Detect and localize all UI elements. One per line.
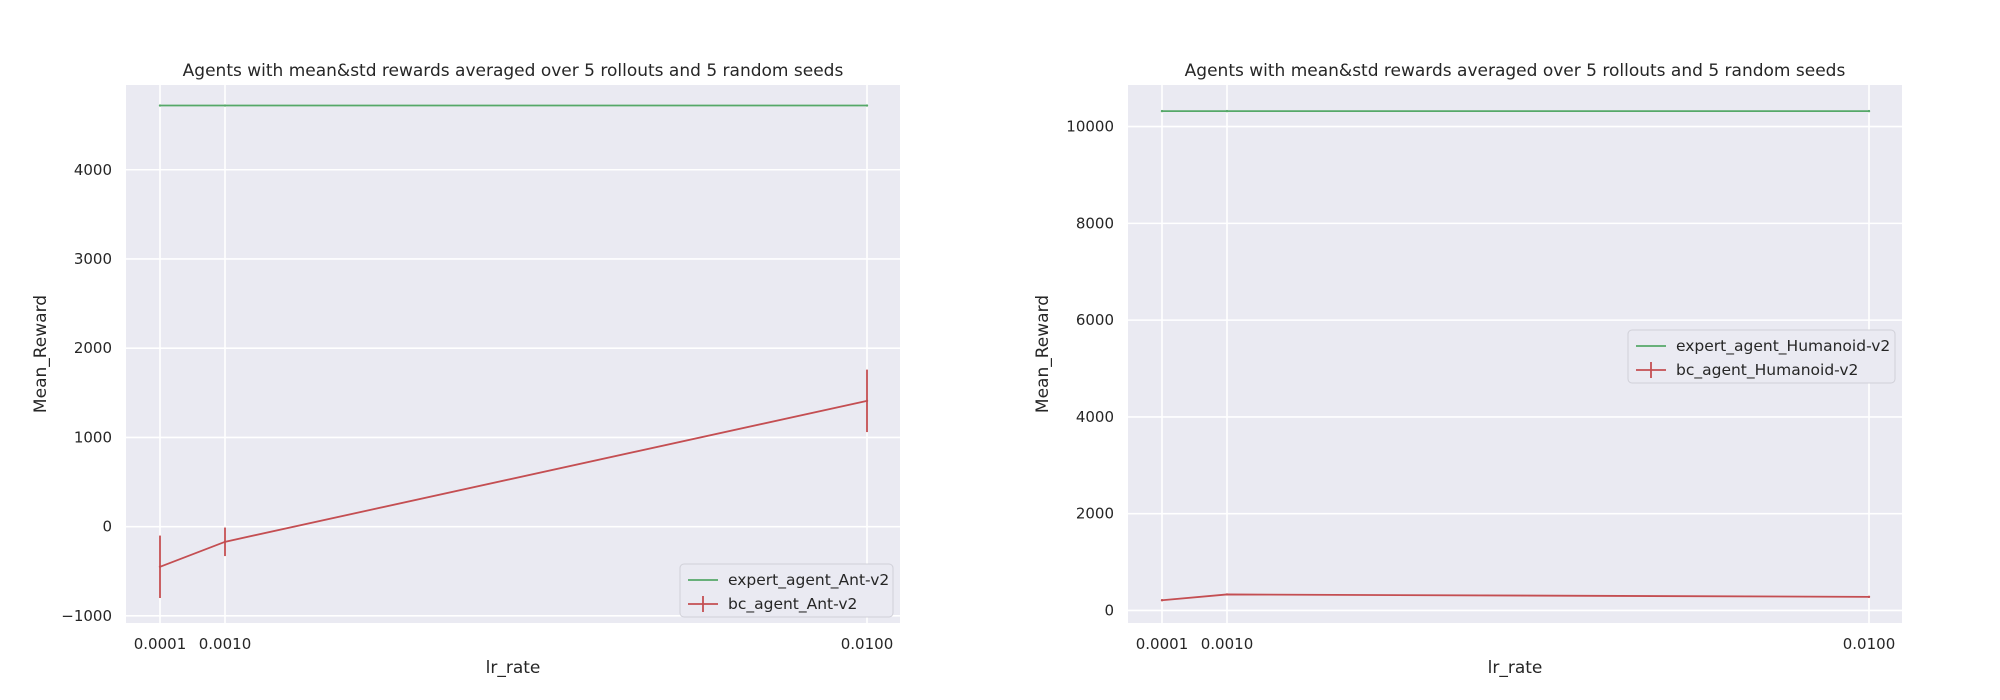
y-tick-label: 6000 — [1076, 311, 1114, 329]
legend-label-1: expert_agent_Humanoid-v2 — [1676, 337, 1890, 356]
legend-box — [679, 563, 894, 618]
y-tick-label: 8000 — [1076, 214, 1114, 232]
x-tick-label: 0.0100 — [1843, 635, 1896, 653]
x-tick-label: 0.0001 — [134, 635, 187, 653]
chart-panel-1: −1000 0 1000 2000 3000 4000 0.0001 0.0010 0.0100… — [31, 61, 900, 678]
legend-label-1: expert_agent_Ant-v2 — [728, 571, 889, 590]
x-tick-label: 0.0001 — [1136, 635, 1189, 653]
data-point — [223, 104, 227, 107]
data-point — [1225, 593, 1229, 596]
data-point — [1867, 595, 1871, 599]
plot-area — [126, 85, 900, 623]
y-tick-label: 4000 — [1076, 408, 1114, 426]
chart-title: Agents with mean&std rewards averaged ov… — [1185, 61, 1846, 81]
y-tick-label: 4000 — [74, 161, 112, 179]
data-point — [865, 104, 869, 107]
y-tick-label: 0 — [102, 518, 112, 536]
data-point — [1160, 599, 1164, 602]
y-axis-label: Mean_Reward — [31, 295, 51, 413]
legend-label-2: bc_agent_Ant-v2 — [728, 595, 857, 614]
chart-panel-2: 0 2000 4000 6000 8000 10000 0.0001 0.0010 0.0100… — [1033, 61, 1902, 678]
x-tick-label: 0.0010 — [1201, 635, 1254, 653]
legend: expert_agent_Humanoid-v2 bc_agent_Humanoi… — [1627, 329, 1896, 384]
x-tick-label: 0.0100 — [841, 635, 894, 653]
legend-label-2: bc_agent_Humanoid-v2 — [1676, 361, 1858, 380]
x-tick-label: 0.0010 — [199, 635, 252, 653]
y-tick-label: 3000 — [74, 250, 112, 268]
legend: expert_agent_Ant-v2 bc_agent_Ant-v2 — [679, 563, 894, 618]
y-tick-label: 0 — [1104, 601, 1114, 619]
data-point — [223, 540, 227, 544]
y-tick-label: 2000 — [1076, 505, 1114, 523]
data-point — [865, 399, 869, 403]
data-point — [158, 565, 162, 568]
y-tick-label: 10000 — [1066, 118, 1114, 136]
data-point — [1160, 109, 1164, 113]
y-tick-label: −1000 — [61, 607, 112, 625]
y-tick-label: 2000 — [74, 339, 112, 357]
x-axis-label: lr_rate — [1488, 658, 1543, 678]
legend-box — [1627, 329, 1896, 384]
data-point — [158, 104, 162, 107]
y-axis-label: Mean_Reward — [1033, 295, 1053, 413]
y-tick-label: 1000 — [74, 428, 112, 446]
chart-title: Agents with mean&std rewards averaged ov… — [183, 61, 844, 81]
x-axis-label: lr_rate — [486, 658, 541, 678]
data-point — [1225, 109, 1229, 113]
data-point — [1867, 109, 1871, 113]
